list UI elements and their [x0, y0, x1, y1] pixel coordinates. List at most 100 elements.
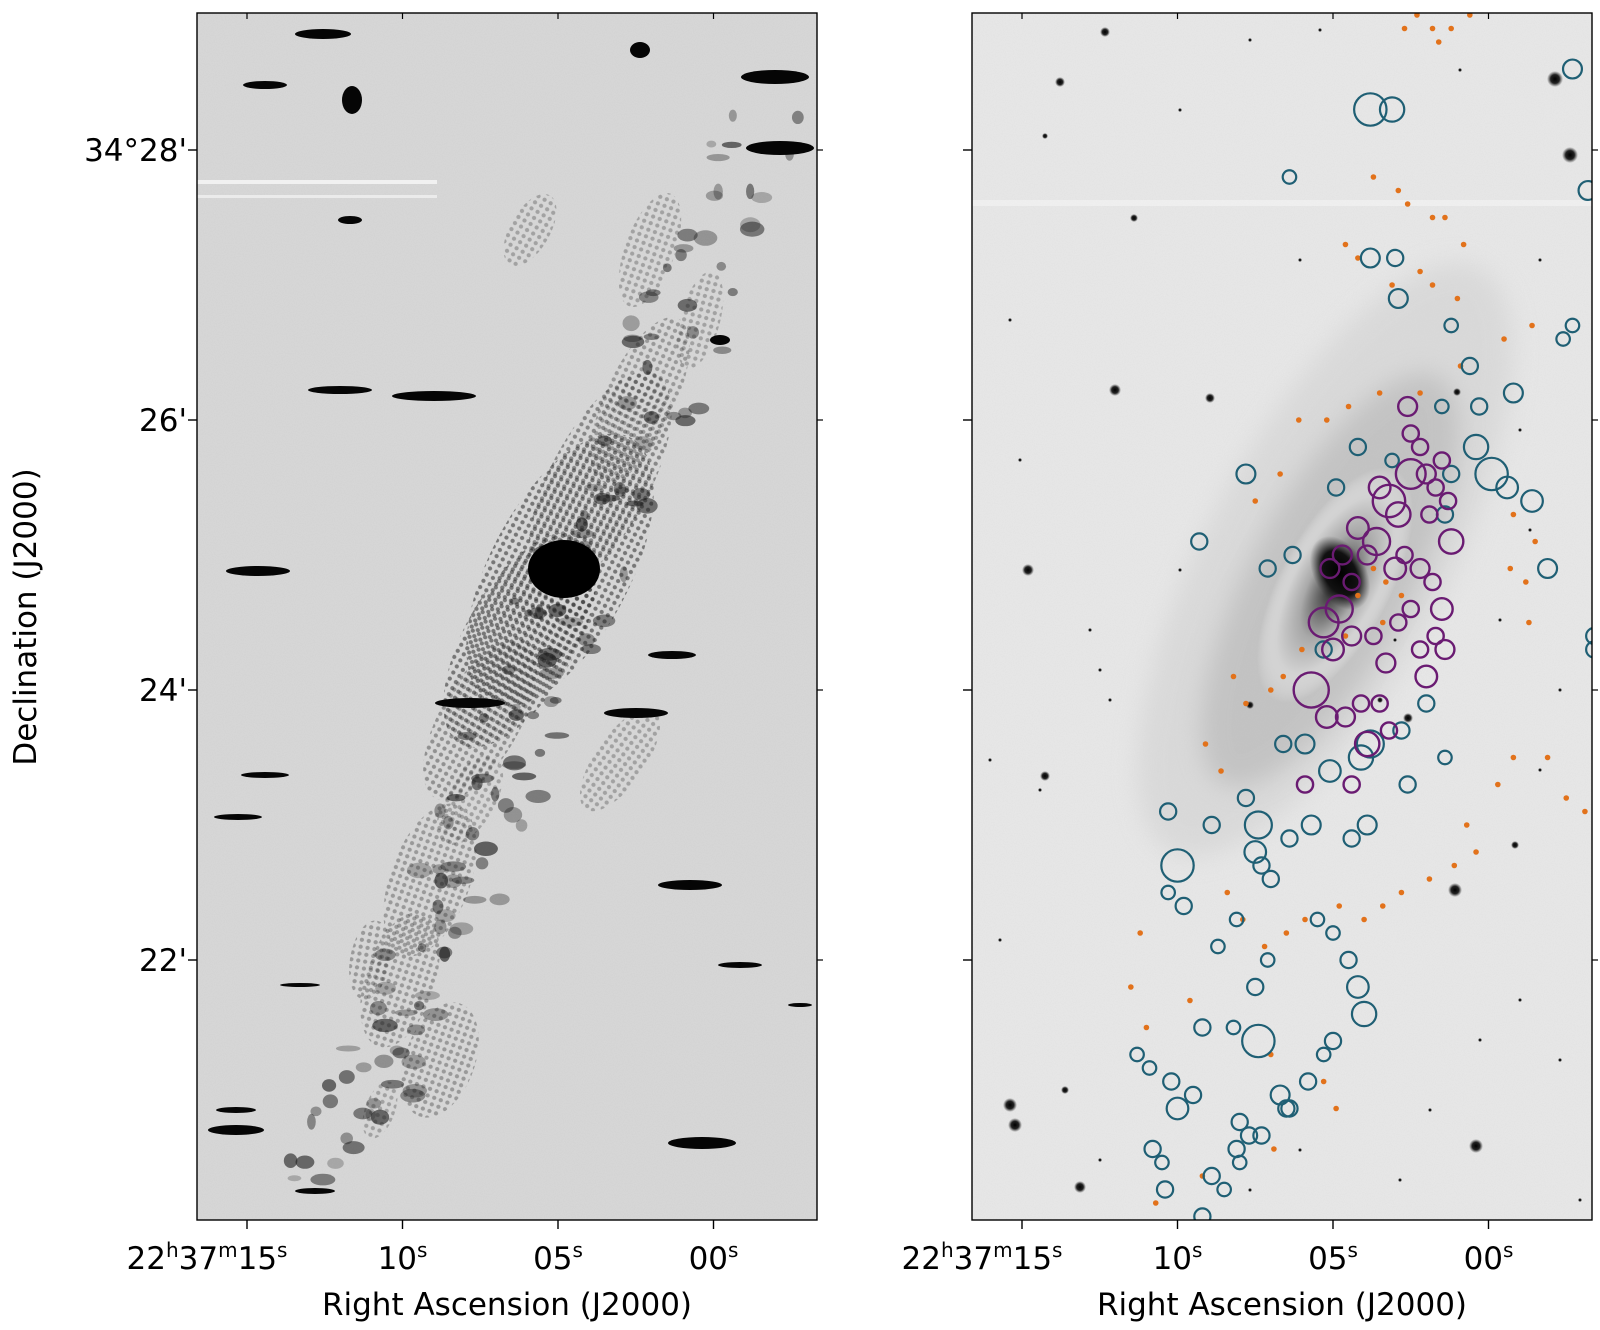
left-star-streak — [392, 391, 476, 401]
orange-marker — [1414, 13, 1420, 18]
purple-circle — [1341, 625, 1363, 647]
field-star — [1547, 71, 1563, 87]
teal-circle — [1441, 464, 1461, 484]
left-knot — [446, 794, 466, 802]
left-knot — [353, 1107, 373, 1120]
field-star — [1055, 77, 1065, 87]
purple-circle — [1410, 640, 1430, 659]
x-tick-label: 00s — [1464, 1238, 1514, 1277]
x-tick-label: 22h37m15s — [127, 1238, 288, 1277]
field-star — [1528, 528, 1532, 532]
teal-circle — [1239, 1126, 1259, 1145]
y-tick-label: 22' — [139, 943, 187, 979]
field-star — [1109, 384, 1121, 396]
purple-circle — [1307, 606, 1340, 639]
teal-circle — [1378, 96, 1406, 123]
teal-circle — [1443, 317, 1460, 334]
orange-marker — [1467, 13, 1473, 18]
purple-circle — [1410, 437, 1430, 457]
left-knot — [645, 289, 661, 297]
field-star — [988, 758, 992, 762]
field-star — [998, 938, 1002, 942]
purple-circle — [1414, 664, 1439, 689]
teal-circle — [1437, 749, 1453, 766]
teal-circle — [1460, 356, 1480, 376]
left-star-streak — [295, 1188, 335, 1194]
left-knot — [746, 183, 755, 200]
field-star — [1398, 1178, 1402, 1182]
orange-marker — [1383, 579, 1389, 585]
left-knot — [544, 732, 570, 739]
teal-circle — [1281, 169, 1298, 185]
orange-marker — [1299, 646, 1305, 653]
left-knot — [401, 1054, 426, 1070]
teal-circle — [1280, 829, 1299, 848]
x-tick-label: 05s — [533, 1238, 583, 1277]
purple-circle — [1345, 516, 1370, 541]
left-knot — [739, 221, 765, 237]
orange-marker — [1526, 619, 1532, 626]
right-field-stars — [988, 27, 1582, 1202]
teal-circle — [1158, 802, 1178, 821]
field-star — [1003, 1098, 1017, 1112]
left-knot — [489, 893, 510, 906]
purple-circle — [1319, 557, 1341, 580]
field-star — [1538, 768, 1542, 772]
teal-circle — [1154, 1154, 1170, 1171]
y-tick-label: 26' — [139, 403, 187, 439]
left-knot — [571, 529, 595, 539]
left-knot — [443, 815, 454, 830]
left-star-streak — [788, 1003, 812, 1007]
purple-circle — [1426, 478, 1445, 497]
left-knot — [537, 647, 563, 661]
teal-circle — [1258, 559, 1277, 578]
left-knot — [557, 616, 584, 627]
left-axes: 22h37m15s 10s 05s 00s 34°28' 26' 24' 22' — [84, 13, 823, 1277]
right-frame — [971, 12, 1593, 1221]
teal-circle — [1359, 247, 1381, 269]
left-knot — [434, 919, 447, 935]
left-knot — [449, 922, 474, 936]
left-star-streak — [216, 1107, 256, 1113]
purple-circle — [1395, 545, 1414, 565]
field-star — [1318, 28, 1322, 32]
orange-marker — [1510, 511, 1517, 518]
orange-marker — [1379, 903, 1386, 909]
orange-marker — [1355, 255, 1361, 261]
orange-marker — [1429, 25, 1436, 32]
field-star — [1061, 1086, 1069, 1094]
teal-circle — [1315, 1046, 1332, 1063]
purple-circle — [1331, 544, 1353, 566]
orange-marker — [1202, 741, 1209, 747]
orange-marker — [1398, 592, 1405, 599]
orange-marker — [1128, 984, 1134, 990]
field-star — [1038, 788, 1042, 792]
left-knot — [549, 697, 562, 704]
teal-circle — [1462, 433, 1490, 461]
field-star — [1448, 883, 1462, 897]
y-axis-title: Declination (J2000) — [8, 468, 44, 765]
left-galaxy-core — [528, 540, 600, 598]
orange-marker — [1495, 781, 1501, 788]
left-knot — [675, 249, 687, 262]
left-star-streaks — [208, 29, 814, 1194]
orange-marker — [1448, 25, 1454, 32]
left-knot — [440, 861, 467, 872]
left-knot — [490, 786, 500, 802]
orange-marker — [1395, 187, 1402, 194]
left-knot — [338, 1070, 355, 1084]
purple-circle — [1334, 706, 1357, 728]
left-knot — [413, 1001, 425, 1011]
orange-marker — [1370, 565, 1377, 572]
left-knot — [283, 1153, 298, 1168]
teal-circle — [1356, 814, 1378, 836]
field-star — [1538, 258, 1542, 262]
purple-circle — [1320, 637, 1345, 662]
left-knot — [478, 713, 490, 723]
teal-circle — [1202, 815, 1221, 835]
field-star — [1298, 1148, 1302, 1152]
left-star-streak — [741, 70, 809, 84]
field-star — [1205, 393, 1215, 403]
field-star — [1518, 428, 1522, 432]
left-knot — [322, 1094, 339, 1109]
